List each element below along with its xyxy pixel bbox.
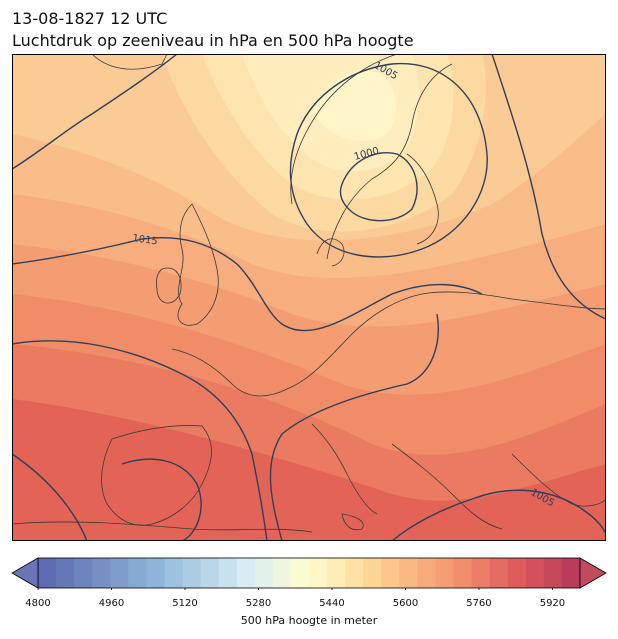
colorbar-cell — [146, 558, 165, 588]
colorbar-tick-label: 5920 — [539, 598, 566, 609]
isobars — [12, 54, 606, 541]
map-title-description: Luchtdruk op zeeniveau in hPa en 500 hPa… — [12, 31, 414, 50]
colorbar-extend-high — [579, 557, 607, 589]
colorbar-cell — [507, 558, 527, 588]
colorbar-cell — [38, 558, 57, 588]
colorbar-cell — [272, 558, 292, 588]
colorbar-cell — [435, 558, 455, 588]
isobar-north-west — [12, 54, 178, 170]
isobar-southeast — [391, 489, 606, 541]
isobar-1015 — [12, 237, 483, 332]
colorbar-cell — [561, 558, 581, 588]
colorbar-cell — [56, 558, 75, 588]
colorbar-cell — [218, 558, 238, 588]
height-band-5520 — [312, 70, 397, 142]
colorbar-cell — [327, 558, 346, 588]
isobar-east — [491, 54, 606, 320]
colorbar-cell — [399, 558, 418, 588]
colorbar-cell — [254, 558, 274, 588]
map-border — [12, 54, 606, 541]
colorbar-cell — [200, 558, 220, 588]
colorbar-cell — [471, 558, 491, 588]
colorbar-cell — [543, 558, 563, 588]
colorbar-cell — [417, 558, 436, 588]
colorbar-cell — [381, 558, 400, 588]
colorbar-cell — [92, 558, 111, 588]
isobar-1000-low — [339, 152, 418, 222]
colorbar-cell — [74, 558, 93, 588]
colorbar-tick-label: 5280 — [245, 598, 272, 609]
colorbar-cell — [236, 558, 256, 588]
colorbar-tick-label: 5120 — [172, 598, 198, 609]
coastlines — [12, 54, 606, 533]
colorbar-cell — [290, 558, 310, 588]
colorbar-cell — [489, 558, 509, 588]
colorbar-tick-label: 4800 — [25, 598, 51, 609]
isobar-1005-north — [289, 62, 488, 258]
colorbar-cell — [128, 558, 147, 588]
map-title-date: 13-08-1827 12 UTC — [12, 9, 168, 28]
isobar-central — [269, 313, 439, 541]
isobar-southwest-loop — [121, 458, 202, 541]
colorbar-cell — [525, 558, 545, 588]
colorbar-tick-label: 5440 — [319, 598, 345, 609]
colorbar-cell — [309, 558, 328, 588]
colorbar-cell — [453, 558, 473, 588]
colorbar-tick-label: 4960 — [98, 598, 125, 609]
pressure-map: 1005 1000 1015 1005 — [12, 54, 606, 541]
colorbar-cell — [110, 558, 129, 588]
colorbar-extend-low — [11, 557, 39, 589]
isobar-sw-edge — [12, 453, 88, 541]
isobar-west-central — [12, 340, 268, 541]
colorbar-cell — [363, 558, 382, 588]
colorbar-cell — [182, 558, 202, 588]
colorbar-cell — [345, 558, 364, 588]
colorbar-tick-label: 5600 — [392, 598, 419, 609]
colorbar — [11, 557, 607, 590]
isobar-label-1015: 1015 — [132, 233, 159, 247]
colorbar-label: 500 hPa hoogte in meter — [240, 614, 378, 627]
colorbar-tick-label: 5760 — [466, 598, 492, 609]
colorbar-cell — [164, 558, 184, 588]
